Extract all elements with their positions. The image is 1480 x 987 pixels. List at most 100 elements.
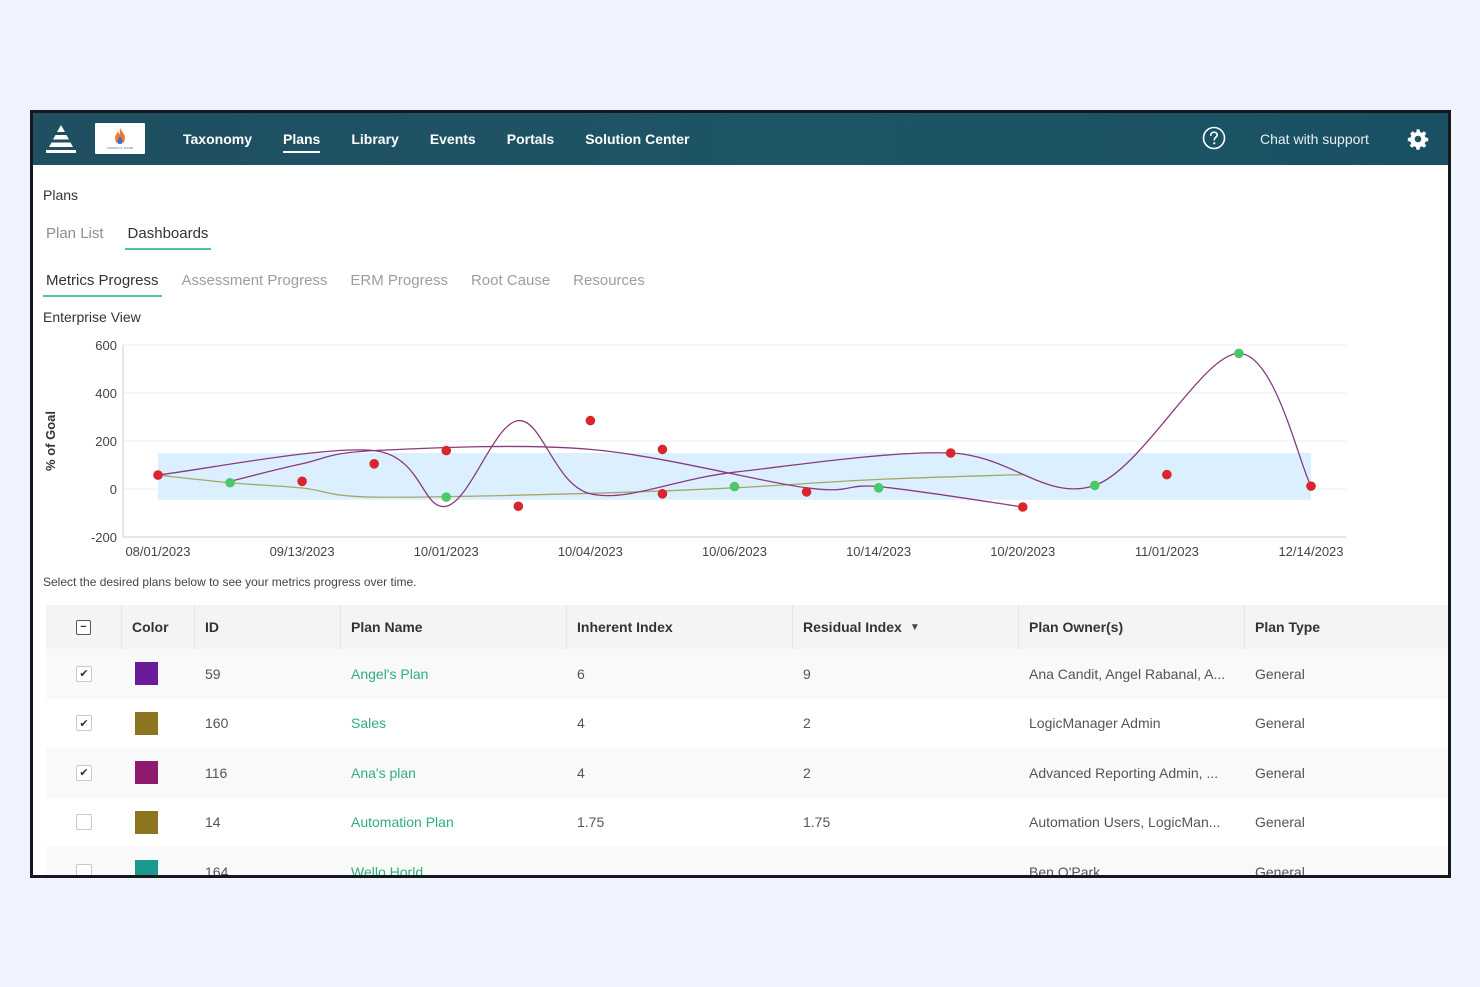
plan-color-swatch xyxy=(135,761,158,785)
chart-instructions: Select the desired plans below to see yo… xyxy=(43,575,417,589)
y-tick-label: 0 xyxy=(110,482,117,497)
column-header-residual-index[interactable]: Residual Index ▼ xyxy=(793,605,1019,649)
residual-index: 2 xyxy=(803,715,811,732)
data-point xyxy=(585,415,596,426)
series-line xyxy=(157,473,1023,498)
table-row[interactable]: ✔ 160 Sales 4 2 LogicManager Admin Gener… xyxy=(46,699,1448,749)
plan-name-link[interactable]: Automation Plan xyxy=(351,814,454,831)
select-all-checkbox[interactable]: − xyxy=(76,619,91,635)
row-checkbox[interactable]: ✔ xyxy=(76,764,92,781)
y-tick-label: -200 xyxy=(91,530,117,545)
x-tick-label: 10/20/2023 xyxy=(990,544,1055,559)
tab-dashboards[interactable]: Dashboards xyxy=(124,221,212,250)
row-color-cell xyxy=(122,699,195,749)
row-color-cell xyxy=(122,798,195,848)
subtab-assessment-progress[interactable]: Assessment Progress xyxy=(181,272,328,289)
column-header-id[interactable]: ID xyxy=(195,605,341,649)
plan-type: General xyxy=(1255,665,1305,682)
column-header-plan-name[interactable]: Plan Name xyxy=(341,605,567,649)
data-point xyxy=(441,492,452,502)
plan-owners: Ben O'Park xyxy=(1029,863,1101,878)
nav-library[interactable]: Library xyxy=(351,131,399,147)
nav-portals[interactable]: Portals xyxy=(506,131,555,147)
nav-solution-center[interactable]: Solution Center xyxy=(585,131,690,147)
row-color-cell xyxy=(122,748,195,798)
data-point xyxy=(369,459,379,469)
inherent-index: 4 xyxy=(577,764,585,781)
row-color-cell xyxy=(122,649,195,699)
plan-id: 14 xyxy=(205,814,221,831)
column-header-inherent-index[interactable]: Inherent Index xyxy=(567,605,793,649)
plan-type: General xyxy=(1255,863,1305,878)
nav-taxonomy[interactable]: Taxonomy xyxy=(183,131,252,147)
x-tick-label: 09/13/2023 xyxy=(270,544,335,559)
data-point xyxy=(729,481,740,492)
subtab-metrics-progress[interactable]: Metrics Progress xyxy=(43,268,162,297)
data-point xyxy=(297,476,307,487)
data-point xyxy=(153,470,163,480)
page-title: Plans xyxy=(43,187,79,203)
plan-id: 59 xyxy=(205,665,221,682)
nav-events[interactable]: Events xyxy=(429,131,476,147)
x-tick-label: 10/06/2023 xyxy=(702,544,767,559)
row-checkbox[interactable] xyxy=(76,863,92,875)
data-point xyxy=(1090,480,1100,491)
help-icon[interactable] xyxy=(1202,126,1226,150)
data-point xyxy=(225,477,235,488)
plans-table: − Color ID Plan Name Inherent Index Resi… xyxy=(46,605,1448,878)
row-checkbox[interactable] xyxy=(76,814,92,831)
column-header-color[interactable]: Color xyxy=(122,605,195,649)
plan-name-link[interactable]: Sales xyxy=(351,715,387,732)
data-point xyxy=(657,444,668,455)
data-point xyxy=(1017,502,1028,512)
plan-name-link[interactable]: Ana's plan xyxy=(351,764,416,781)
nav-plans[interactable]: Plans xyxy=(282,127,321,153)
data-point xyxy=(1234,348,1244,359)
table-row[interactable]: 14 Automation Plan 1.75 1.75 Automation … xyxy=(46,798,1448,848)
plan-color-swatch xyxy=(135,711,158,735)
plan-owners: Automation Users, LogicMan... xyxy=(1029,814,1221,831)
x-tick-label: 12/14/2023 xyxy=(1278,544,1343,559)
dashboard-subtabs: Metrics Progress Assessment Progress ERM… xyxy=(43,268,665,297)
plan-owners: LogicManager Admin xyxy=(1029,715,1161,732)
data-point xyxy=(513,501,524,512)
subtab-root-cause[interactable]: Root Cause xyxy=(470,272,551,289)
tab-plan-list[interactable]: Plan List xyxy=(46,225,104,242)
table-row[interactable]: ✔ 59 Angel's Plan 6 9 Ana Candit, Angel … xyxy=(46,649,1448,699)
residual-index xyxy=(793,847,1019,875)
metrics-progress-chart: 600 400 200 0 -200 % of Goal 08/01/2023 09/13/2… xyxy=(43,338,1346,559)
data-point xyxy=(657,489,668,499)
series-line xyxy=(157,352,1312,507)
sort-descending-icon[interactable]: ▼ xyxy=(909,621,920,633)
x-tick-label: 10/14/2023 xyxy=(846,544,911,559)
data-point xyxy=(873,483,884,493)
column-header-plan-type[interactable]: Plan Type xyxy=(1255,619,1321,635)
top-navigation-bar: COMPANY NAME Taxonomy Plans Library Even… xyxy=(33,113,1448,165)
inherent-index xyxy=(567,847,793,875)
plan-color-swatch xyxy=(135,662,158,686)
plan-type: General xyxy=(1255,715,1305,732)
y-tick-label: 600 xyxy=(95,338,117,353)
row-check-cell xyxy=(46,798,122,848)
residual-index: 1.75 xyxy=(803,814,831,831)
subtab-erm-progress[interactable]: ERM Progress xyxy=(350,272,448,289)
column-header-plan-owners[interactable]: Plan Owner(s) xyxy=(1019,605,1245,649)
company-logo[interactable]: COMPANY NAME xyxy=(95,123,145,154)
row-checkbox[interactable]: ✔ xyxy=(76,665,92,682)
row-checkbox[interactable]: ✔ xyxy=(76,715,92,732)
plan-owners: Advanced Reporting Admin, ... xyxy=(1029,764,1219,781)
row-color-cell xyxy=(122,847,195,875)
table-row[interactable]: 164 Wello Horld Ben O'Park General xyxy=(46,847,1448,878)
plan-name-link[interactable]: Wello Horld xyxy=(351,863,424,878)
plan-name-link[interactable]: Angel's Plan xyxy=(351,665,429,682)
plan-type: General xyxy=(1255,764,1305,781)
flame-icon xyxy=(115,128,125,144)
subtab-resources[interactable]: Resources xyxy=(573,272,645,289)
plan-id: 164 xyxy=(205,863,229,878)
chat-with-support-link[interactable]: Chat with support xyxy=(1260,131,1369,147)
inherent-index: 6 xyxy=(577,665,585,682)
row-check-cell: ✔ xyxy=(46,649,122,699)
gear-icon[interactable] xyxy=(1407,128,1429,150)
pyramid-logo-icon[interactable] xyxy=(45,124,77,154)
table-row[interactable]: ✔ 116 Ana's plan 4 2 Advanced Reporting … xyxy=(46,748,1448,798)
